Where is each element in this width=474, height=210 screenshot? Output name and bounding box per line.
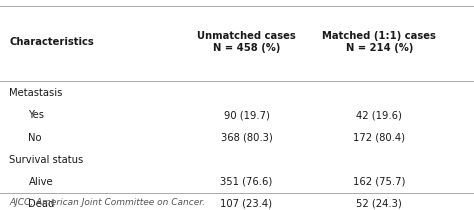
Text: Characteristics: Characteristics bbox=[9, 37, 94, 47]
Text: 172 (80.4): 172 (80.4) bbox=[353, 133, 405, 143]
Text: Dead: Dead bbox=[28, 199, 55, 209]
Text: 42 (19.6): 42 (19.6) bbox=[356, 110, 402, 121]
Text: AJCC, American Joint Committee on Cancer.: AJCC, American Joint Committee on Cancer… bbox=[9, 198, 206, 207]
Text: 351 (76.6): 351 (76.6) bbox=[220, 177, 273, 187]
Text: Matched (1:1) cases
N = 214 (%): Matched (1:1) cases N = 214 (%) bbox=[322, 31, 436, 53]
Text: 90 (19.7): 90 (19.7) bbox=[224, 110, 269, 121]
Text: No: No bbox=[28, 133, 42, 143]
Text: Metastasis: Metastasis bbox=[9, 88, 63, 98]
Text: Unmatched cases
N = 458 (%): Unmatched cases N = 458 (%) bbox=[197, 31, 296, 53]
Text: 368 (80.3): 368 (80.3) bbox=[220, 133, 273, 143]
Text: 162 (75.7): 162 (75.7) bbox=[353, 177, 405, 187]
Text: Survival status: Survival status bbox=[9, 155, 84, 165]
Text: 107 (23.4): 107 (23.4) bbox=[220, 199, 273, 209]
Text: 52 (24.3): 52 (24.3) bbox=[356, 199, 402, 209]
Text: Alive: Alive bbox=[28, 177, 53, 187]
Text: Yes: Yes bbox=[28, 110, 45, 121]
